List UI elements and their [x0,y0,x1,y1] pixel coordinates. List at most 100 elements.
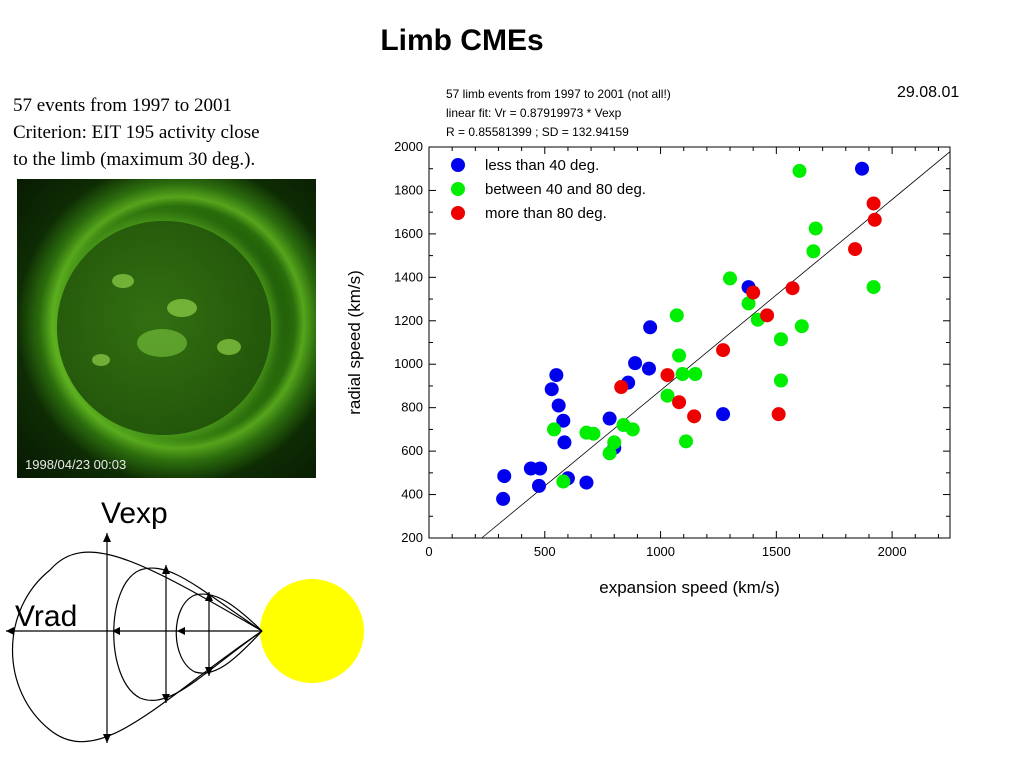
data-point [688,366,703,381]
legend-marker [451,182,465,196]
data-point [773,332,788,347]
sun-disk [57,221,271,435]
y-tick-label: 400 [401,487,423,502]
data-point [808,221,823,236]
eit-sun-image: 1998/04/23 00:03 [17,179,316,478]
chart-annotation: R = 0.85581399 ; SD = 132.94159 [446,125,629,139]
y-tick-label: 1800 [394,182,423,197]
chart-annotation: linear fit: Vr = 0.87919973 * Vexp [446,106,622,120]
data-point [579,475,594,490]
data-point [794,319,809,334]
x-tick-label: 0 [425,544,432,559]
data-point [679,434,694,449]
active-region [92,354,110,366]
legend-label: less than 40 deg. [485,157,599,174]
data-point [547,422,562,437]
y-tick-label: 1600 [394,226,423,241]
y-tick-label: 600 [401,443,423,458]
data-point [641,361,656,376]
y-tick-label: 2000 [394,139,423,154]
data-point [716,407,731,422]
data-point [660,368,675,383]
data-point [586,426,601,441]
arrow-head [162,565,170,574]
data-point [628,356,643,371]
data-point [607,435,622,450]
y-tick-label: 800 [401,400,423,415]
cme-middle-loop [113,567,263,701]
data-point [660,388,675,403]
description-text: 57 events from 1997 to 2001 Criterion: E… [13,92,333,173]
data-point [544,382,559,397]
data-point [557,435,572,450]
active-region [112,274,134,288]
data-point [785,281,800,296]
x-tick-label: 1500 [762,544,791,559]
data-point [602,411,617,426]
data-point [771,407,786,422]
description-line: Criterion: EIT 195 activity close [13,122,260,143]
x-axis-label: expansion speed (km/s) [599,578,779,597]
arrow-head [103,533,111,542]
data-point [760,308,775,323]
cme-outer-loop [12,551,263,743]
y-tick-label: 1400 [394,269,423,284]
data-point [848,242,863,257]
x-tick-label: 1000 [646,544,675,559]
y-tick-label: 200 [401,530,423,545]
data-point [687,409,702,424]
scatter-chart: 0 500 1000 1500 2000 200 400 600 800 1000 1200 1400… [345,139,951,597]
data-point [746,285,761,300]
active-region [217,339,241,355]
vexp-label: Vexp [101,497,168,530]
data-point [867,212,882,227]
data-point [792,163,807,178]
data-point [672,395,687,410]
data-point [716,343,731,358]
data-point [672,348,687,363]
arrow-head [205,592,213,601]
data-point [741,296,756,311]
arrow-head [177,627,185,635]
data-point [496,491,511,506]
data-point [556,413,571,428]
legend-marker [451,158,465,172]
y-axis-label: radial speed (km/s) [345,270,364,415]
arrow-head [103,734,111,743]
page-title: Limb CMEs [380,24,544,57]
description-line: 57 events from 1997 to 2001 [13,95,233,116]
data-point [625,422,640,437]
y-tick-label: 1200 [394,313,423,328]
arrow-head [6,627,14,635]
data-point [866,280,881,295]
data-point [614,380,629,395]
data-point [806,244,821,259]
data-point [556,474,571,489]
sun-circle [260,579,364,683]
active-region [167,299,197,317]
data-point [533,461,548,476]
arrow-head [112,627,120,635]
legend-label: between 40 and 80 deg. [485,181,646,198]
arrow-head [205,667,213,676]
data-point [723,271,738,286]
image-caption: 1998/04/23 00:03 [25,457,127,472]
active-region [137,329,187,357]
data-point [602,446,617,461]
y-tick-label: 1000 [394,356,423,371]
data-point [675,366,690,381]
data-point [643,320,658,335]
date-label: 29.08.01 [897,84,960,101]
data-point [531,478,546,493]
x-tick-label: 500 [534,544,556,559]
chart-annotation: 57 limb events from 1997 to 2001 (not al… [446,87,671,101]
data-point [866,196,881,211]
data-point [669,308,684,323]
cme-inner-loop [175,593,263,674]
cme-expansion-diagram [6,533,364,743]
data-point [497,469,512,484]
vrad-label: Vrad [15,600,78,633]
description-line: to the limb (maximum 30 deg.). [13,149,256,170]
data-point [551,398,566,413]
data-point [855,161,870,176]
